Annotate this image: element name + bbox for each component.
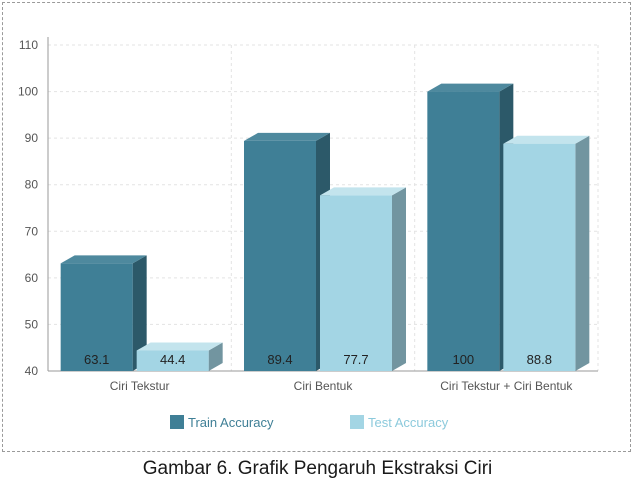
bar-side bbox=[132, 255, 147, 371]
bar-top bbox=[320, 187, 406, 196]
y-tick-label: 100 bbox=[18, 85, 38, 99]
y-tick-label: 50 bbox=[25, 317, 39, 331]
bar-test bbox=[136, 342, 223, 371]
legend: Train Accuracy Test Accuracy bbox=[170, 415, 449, 430]
legend-item: Test Accuracy bbox=[350, 415, 449, 430]
bar-front bbox=[136, 350, 209, 371]
bar-front bbox=[320, 195, 392, 371]
y-tick-label: 40 bbox=[25, 364, 39, 378]
y-tick-label: 70 bbox=[25, 224, 39, 238]
y-tick-label: 80 bbox=[25, 178, 39, 192]
x-tick-label: Ciri Tekstur bbox=[110, 379, 170, 393]
legend-item: Train Accuracy bbox=[170, 415, 274, 430]
bar-front bbox=[427, 91, 500, 372]
data-label: 77.7 bbox=[343, 352, 368, 367]
bar-front bbox=[60, 263, 133, 371]
bars bbox=[60, 83, 590, 372]
data-label: 44.4 bbox=[160, 352, 185, 367]
bar-front bbox=[503, 143, 576, 371]
bar-top bbox=[60, 255, 147, 264]
bar-train bbox=[427, 83, 514, 372]
bar-front bbox=[244, 140, 316, 371]
data-labels: 63.1 44.4 89.4 77.7 100 88.8 bbox=[84, 352, 552, 367]
data-label: 88.8 bbox=[527, 352, 552, 367]
bar-top bbox=[503, 135, 590, 144]
bar-side bbox=[392, 187, 406, 371]
x-tick-label: Ciri Bentuk bbox=[294, 379, 354, 393]
y-tick-label: 90 bbox=[25, 131, 39, 145]
axes: 40 50 60 70 80 90 100 110 Ciri Tekstur Ciri Bentu… bbox=[18, 37, 598, 393]
x-tick-label: Ciri Tekstur + Ciri Bentuk bbox=[440, 379, 573, 393]
y-tick-label: 110 bbox=[19, 38, 38, 52]
legend-label: Train Accuracy bbox=[188, 415, 274, 430]
bar-side bbox=[575, 135, 590, 371]
bar-test bbox=[503, 135, 590, 371]
bar-top bbox=[136, 342, 223, 351]
bar-top bbox=[427, 83, 514, 92]
bar-chart: 40 50 60 70 80 90 100 110 Ciri Tekstur Ciri Bentu… bbox=[18, 37, 599, 430]
y-tick-label: 60 bbox=[25, 271, 39, 285]
bar-train bbox=[60, 255, 147, 371]
bar-side bbox=[208, 342, 223, 371]
data-label: 89.4 bbox=[267, 352, 292, 367]
figure-caption: Gambar 6. Grafik Pengaruh Ekstraksi Ciri bbox=[142, 458, 493, 479]
legend-label: Test Accuracy bbox=[368, 415, 449, 430]
bar-top bbox=[244, 132, 330, 141]
data-label: 100 bbox=[452, 352, 474, 367]
chart-frame bbox=[2, 2, 631, 452]
bar-train bbox=[244, 132, 330, 371]
legend-swatch bbox=[170, 415, 184, 429]
data-label: 63.1 bbox=[84, 352, 109, 367]
legend-swatch bbox=[350, 415, 364, 429]
bar-test bbox=[320, 187, 406, 371]
